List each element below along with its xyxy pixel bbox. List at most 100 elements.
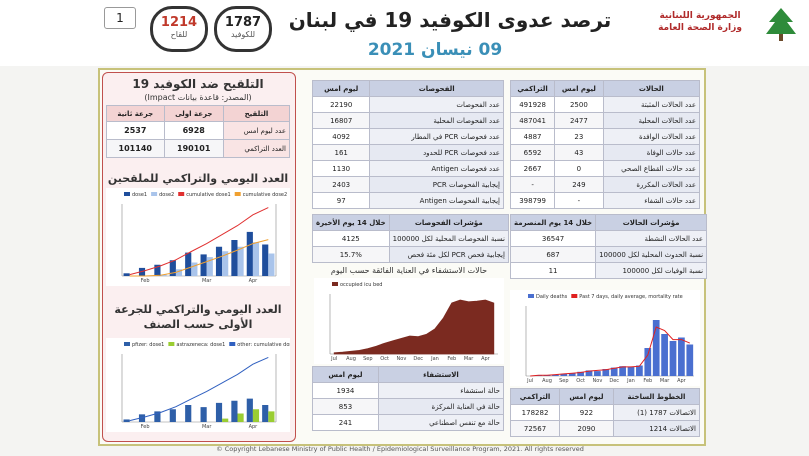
table-cell: - bbox=[509, 176, 556, 193]
legend-swatch bbox=[168, 342, 175, 346]
row-label: حالة استشفاء bbox=[377, 382, 505, 399]
vaccination-title: التلقيح ضد الكوفيد 19 bbox=[132, 77, 264, 91]
legend-swatch bbox=[124, 342, 130, 346]
data-table: مؤشرات الفحوصات خلال 14 يوم الأخيرة نسبة ا… bbox=[312, 214, 509, 263]
table-header-row: مؤشرات الحالات خلال 14 يوم المنصرمة bbox=[509, 214, 708, 231]
table-header-row: التلقيح جرعة اولى جرعة ثانية bbox=[106, 105, 291, 122]
table-row: عدد فحوصات Antigen 1130 bbox=[311, 160, 504, 177]
legend-swatch bbox=[178, 192, 185, 196]
bar bbox=[568, 373, 576, 376]
legend-swatch bbox=[151, 192, 158, 196]
table-row: عدد الفحوصات 22190 bbox=[311, 96, 504, 113]
table-cell: 97 bbox=[311, 192, 371, 209]
bar bbox=[138, 267, 146, 276]
data-table: الاستشفاء ليوم امس حالة استشفاء 1934 حالة في… bbox=[312, 366, 505, 431]
bar bbox=[678, 337, 685, 376]
row-label: عدد الحالات المحلية bbox=[602, 112, 701, 129]
x-tick-label: Feb bbox=[141, 424, 150, 430]
table-cell: 4092 bbox=[311, 128, 371, 145]
bar bbox=[160, 274, 167, 276]
table-header-cell: الاستشفاء bbox=[377, 366, 505, 383]
bar bbox=[268, 253, 275, 276]
bar bbox=[246, 398, 253, 422]
chart-title: حالات الاستشفاء في العناية الفائقة حسب ا… bbox=[330, 266, 488, 275]
bar bbox=[154, 411, 161, 422]
table-header-row: الخطوط الساخنة ليوم امس التراكمي bbox=[509, 388, 701, 405]
row-label: نسبة الوفيات لكل 100000 bbox=[595, 262, 708, 279]
hotline-number: 1214 bbox=[160, 15, 198, 30]
bar bbox=[602, 369, 610, 376]
table-cell: 36547 bbox=[509, 230, 597, 247]
x-tick-label: Sep bbox=[363, 356, 372, 362]
table-cell: 491928 bbox=[509, 96, 556, 113]
bar bbox=[252, 242, 260, 276]
ministry-line: الجمهورية اللبنانية bbox=[659, 11, 741, 21]
bar bbox=[644, 348, 652, 376]
bar bbox=[169, 260, 176, 276]
table-row: عدد الحالات النشطة 36547 bbox=[509, 230, 708, 247]
data-table: الفحوصات ليوم امس عدد الفحوصات 22190 عدد الف… bbox=[311, 80, 504, 209]
bar bbox=[577, 371, 584, 376]
page-number: 1 bbox=[104, 7, 136, 29]
table-header-cell: ليوم امس bbox=[559, 388, 614, 405]
table-cell: 241 bbox=[312, 414, 379, 431]
data-table: مؤشرات الحالات خلال 14 يوم المنصرمة عدد ال… bbox=[509, 214, 708, 279]
legend-label: occupied icu bed bbox=[340, 282, 382, 288]
table-header-cell: ليوم امس bbox=[312, 366, 379, 383]
table-cell: 2667 bbox=[509, 160, 556, 177]
bar bbox=[246, 231, 253, 276]
legend-swatch bbox=[124, 192, 130, 196]
ministry-line: وزارة الصحة العامة bbox=[658, 23, 742, 33]
table-cell: 22190 bbox=[311, 96, 371, 113]
x-tick-label: Jan bbox=[626, 378, 635, 384]
table-row: حالة مع تنفس اصطناعي 241 bbox=[312, 414, 505, 431]
bar bbox=[222, 418, 229, 422]
bar bbox=[636, 365, 643, 376]
table-header-cell: التلقيح bbox=[222, 105, 291, 122]
x-tick-label: Mar bbox=[464, 356, 474, 362]
table-cell: 487041 bbox=[509, 112, 556, 129]
x-tick-label: Sep bbox=[559, 378, 568, 384]
hotline-label: للكوفيد bbox=[230, 30, 256, 39]
bar bbox=[686, 344, 694, 376]
x-tick-label: Dec bbox=[413, 356, 423, 362]
table-header-cell: ليوم امس bbox=[311, 80, 371, 97]
table-header-row: الحالات ليوم امس التراكمي bbox=[509, 80, 701, 97]
ministry-name: الجمهورية اللبنانية وزارة الصحة العامة bbox=[640, 10, 760, 34]
row-label: عدد حالات القطاع الصحي bbox=[602, 160, 701, 177]
legend-swatch bbox=[332, 282, 338, 286]
table-row: الاتصالات 1214 2090 72567 bbox=[509, 420, 701, 437]
data-table: التلقيح جرعة اولى جرعة ثانية عدد ليوم امس 69… bbox=[106, 105, 291, 158]
row-label: الاتصالات 1214 bbox=[612, 420, 701, 437]
table-cell: 249 bbox=[554, 176, 604, 193]
bar bbox=[237, 246, 244, 276]
table-row: حالة استشفاء 1934 bbox=[312, 382, 505, 399]
table-header-row: الفحوصات ليوم امس bbox=[311, 80, 504, 97]
bar bbox=[222, 251, 229, 276]
bar bbox=[185, 252, 192, 276]
table-row: عدد حالات الشفاء -398799 bbox=[509, 192, 701, 209]
x-tick-label: Feb bbox=[643, 378, 652, 384]
bar bbox=[627, 366, 635, 376]
mini-chart: Feb Mar Apr pfizer: dose1 astrazeneca: dose1… bbox=[106, 338, 290, 432]
table-row: نسبة الفحوصات المحلية لكل 100000 4125 bbox=[312, 230, 509, 247]
bar bbox=[191, 262, 198, 276]
legend-label: cumulative dose1 bbox=[186, 192, 230, 198]
bar bbox=[123, 273, 130, 276]
x-tick-label: Dec bbox=[609, 378, 619, 384]
row-label: عدد فحوصات PCR للحدود bbox=[369, 144, 504, 161]
table-cell: 1934 bbox=[312, 382, 379, 399]
table-cell: 43 bbox=[554, 144, 604, 161]
bar bbox=[594, 371, 601, 376]
hotline-label: للقاح bbox=[170, 30, 188, 39]
table-row: إيجابية الفحوصات PCR 2403 bbox=[311, 176, 504, 193]
mini-chart: Jul Aug Sep Oct Nov Dec Jan Feb Mar Apr Daily deat… bbox=[510, 290, 700, 386]
row-label: عدد ليوم امس bbox=[222, 121, 291, 140]
table-cell: 2500 bbox=[554, 96, 604, 113]
table-cell: 101140 bbox=[106, 139, 165, 158]
table-cell: 0 bbox=[554, 160, 604, 177]
table-row: عدد الفحوصات المحلية 16807 bbox=[311, 112, 504, 129]
row-label: عدد فحوصات Antigen bbox=[369, 160, 504, 177]
table-cell: 2403 bbox=[311, 176, 371, 193]
table-row: حالة في العناية المركزة 853 bbox=[312, 398, 505, 415]
